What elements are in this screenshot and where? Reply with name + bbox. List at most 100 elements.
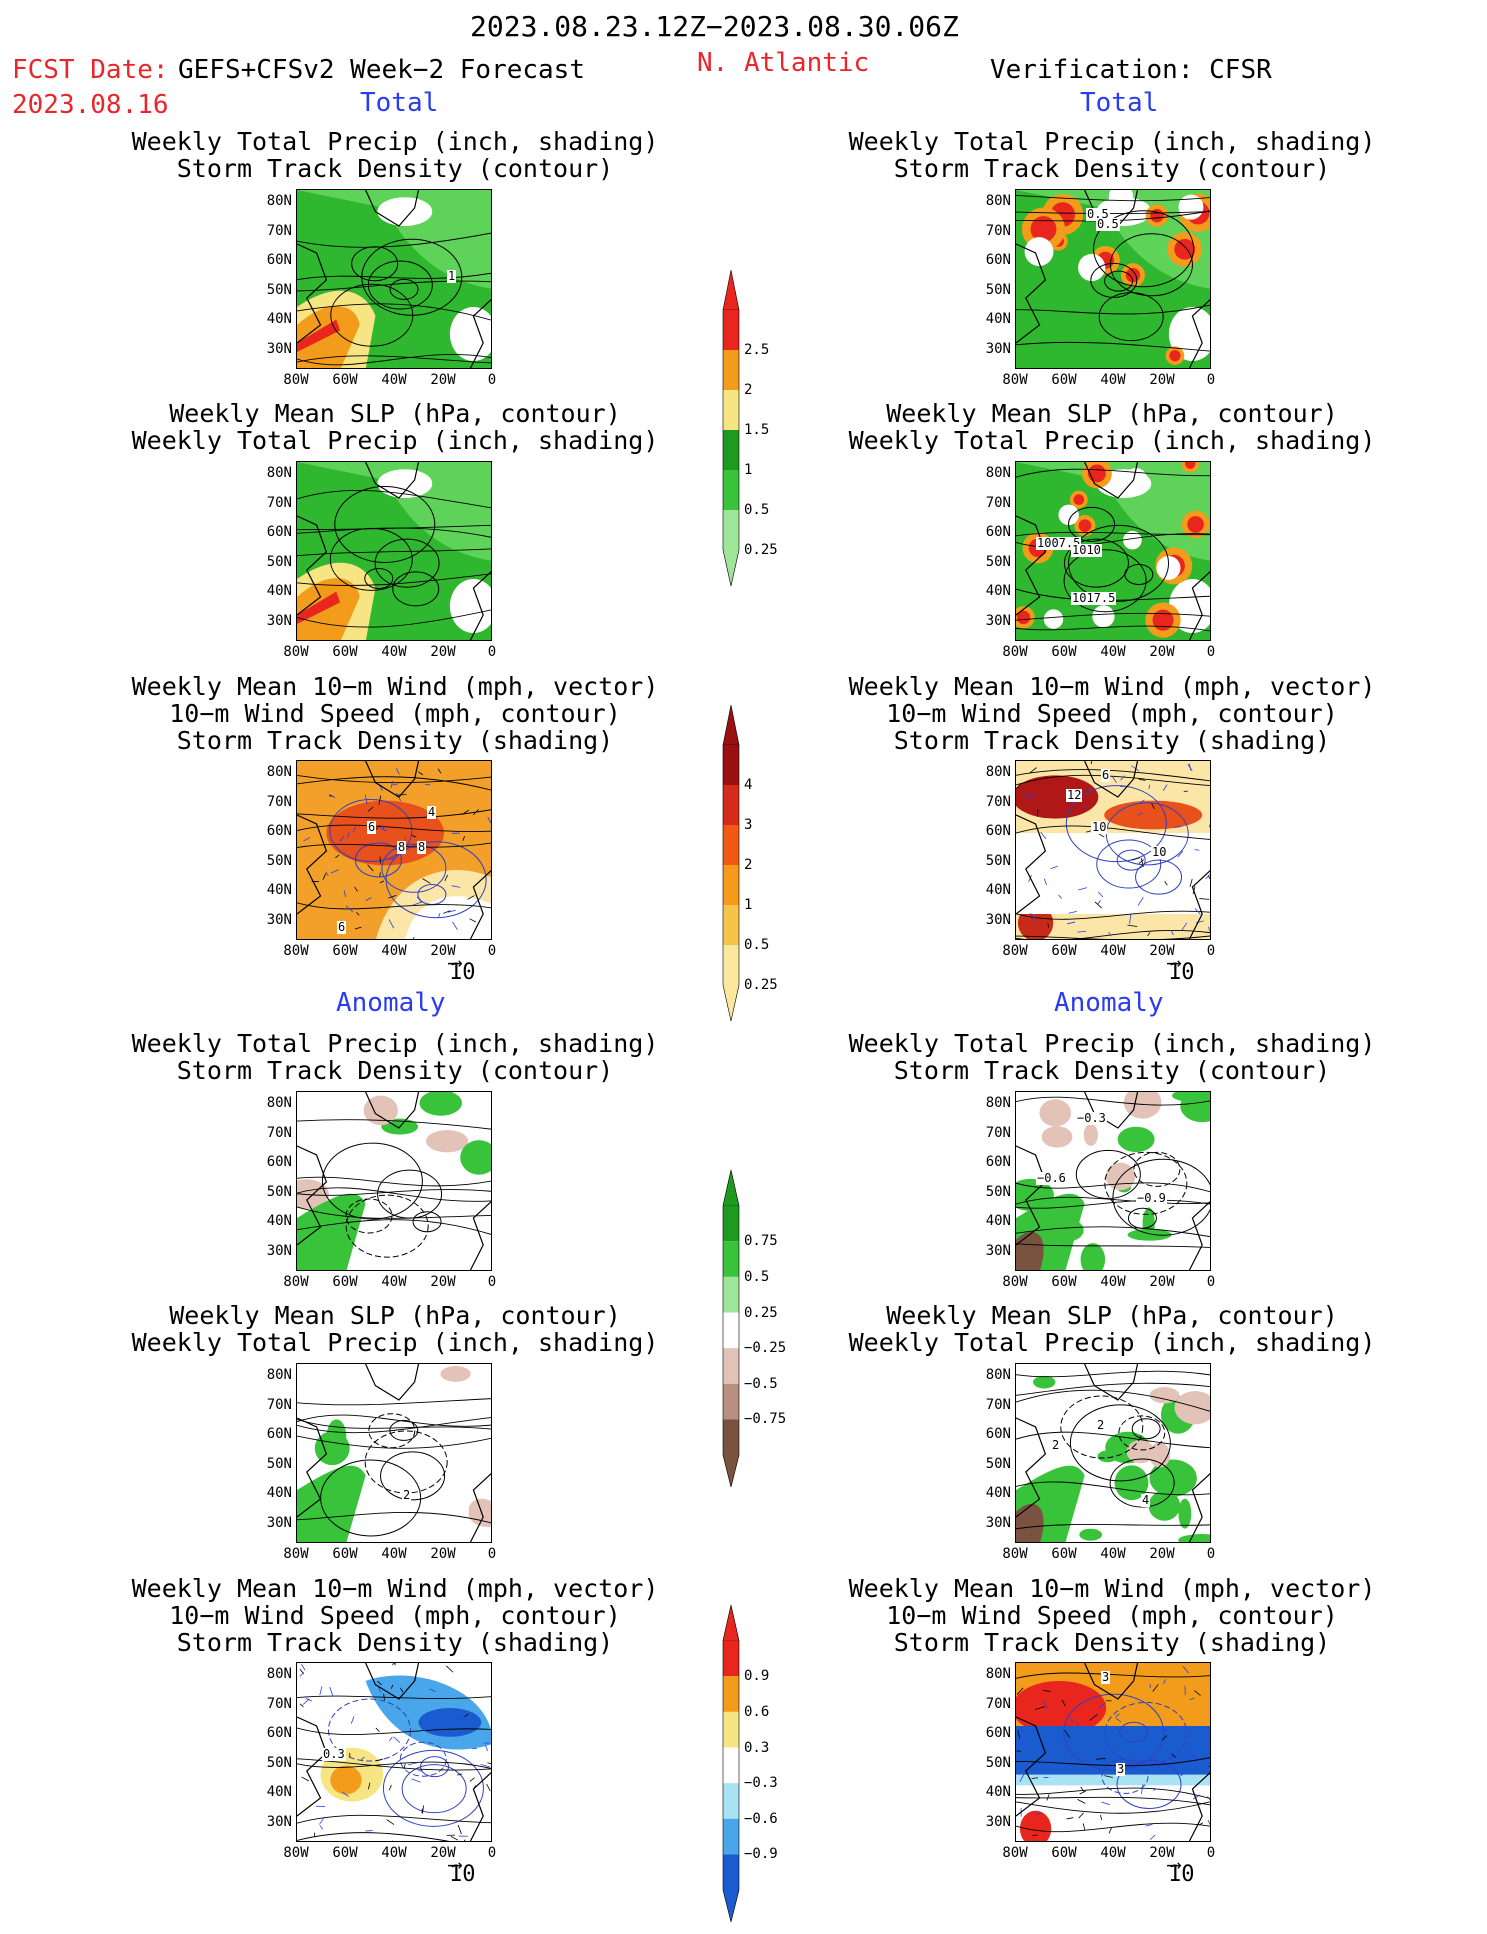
lon-label: 60W xyxy=(1044,1845,1084,1861)
panel-title-line: 10−m Wind Speed (mph, contour) xyxy=(812,700,1412,727)
lat-label: 30N xyxy=(248,1243,292,1259)
contour-label: 6 xyxy=(1101,769,1110,782)
colorbar-label: 2 xyxy=(744,382,752,398)
section-total-right: Total xyxy=(1080,88,1158,118)
contour-label: 4 xyxy=(427,806,436,819)
lat-label: 70N xyxy=(248,495,292,511)
lon-label: 0 xyxy=(472,1845,512,1861)
lat-label: 70N xyxy=(967,1696,1011,1712)
lat-label: 50N xyxy=(248,1184,292,1200)
panel-title-line: Storm Track Density (contour) xyxy=(95,1057,695,1084)
panel-title-line: Storm Track Density (shading) xyxy=(812,1629,1412,1656)
lat-label: 60N xyxy=(967,823,1011,839)
colorbar-label: 1 xyxy=(744,462,752,478)
panel-title-line: Storm Track Density (contour) xyxy=(95,155,695,182)
contour-label: 3 xyxy=(1116,1763,1125,1776)
colorbar-label: 3 xyxy=(744,817,752,833)
lon-label: 0 xyxy=(1191,1546,1231,1562)
lat-label: 80N xyxy=(967,1666,1011,1682)
lon-label: 40W xyxy=(374,1274,414,1290)
lat-label: 70N xyxy=(248,794,292,810)
lon-label: 40W xyxy=(1093,1546,1133,1562)
panel-title-line: Weekly Total Precip (inch, shading) xyxy=(812,1030,1412,1057)
panel-title-line: Weekly Mean 10−m Wind (mph, vector) xyxy=(95,673,695,700)
lat-label: 60N xyxy=(967,1426,1011,1442)
lon-label: 40W xyxy=(374,644,414,660)
lon-label: 80W xyxy=(995,644,1035,660)
lon-label: 0 xyxy=(1191,372,1231,388)
panel-title-line: Storm Track Density (shading) xyxy=(95,727,695,754)
lon-label: 20W xyxy=(1142,1546,1182,1562)
colorbar-label: 1 xyxy=(744,897,752,913)
lon-label: 20W xyxy=(423,1274,463,1290)
colorbar-label: 0.5 xyxy=(744,937,769,953)
lon-label: 0 xyxy=(1191,1274,1231,1290)
lat-label: 30N xyxy=(248,1515,292,1531)
lat-label: 60N xyxy=(967,524,1011,540)
lon-label: 80W xyxy=(995,943,1035,959)
lat-label: 50N xyxy=(248,1456,292,1472)
colorbar-label: 0.25 xyxy=(744,542,778,558)
contour-label: 1010 xyxy=(1071,544,1102,557)
lat-label: 40N xyxy=(967,311,1011,327)
lon-label: 20W xyxy=(423,1546,463,1562)
arrow-right-icon: ⟶ xyxy=(1168,1852,1180,1876)
lat-label: 30N xyxy=(967,912,1011,928)
lon-label: 60W xyxy=(325,1845,365,1861)
period-title: 2023.08.23.12Z−2023.08.30.06Z xyxy=(470,10,959,43)
lon-label: 20W xyxy=(423,644,463,660)
panel-title-fc-3: Weekly Total Precip (inch, shading)Storm… xyxy=(95,1030,695,1084)
panel-title-line: Weekly Total Precip (inch, shading) xyxy=(812,427,1412,454)
contour-label: −0.3 xyxy=(1076,1112,1107,1125)
lon-label: 0 xyxy=(472,1274,512,1290)
colorbar-label: 0.9 xyxy=(744,1668,769,1684)
colorbar-label: 0.25 xyxy=(744,1305,778,1321)
lon-label: 40W xyxy=(1093,372,1133,388)
lon-label: 80W xyxy=(995,1546,1035,1562)
panel-title-cf-5: Weekly Mean 10−m Wind (mph, vector)10−m … xyxy=(812,1575,1412,1656)
lat-label: 50N xyxy=(967,1456,1011,1472)
panel-title-line: Weekly Total Precip (inch, shading) xyxy=(95,128,695,155)
arrow-right-icon: ⟶ xyxy=(449,1852,461,1876)
lat-label: 40N xyxy=(967,882,1011,898)
lon-label: 60W xyxy=(325,1546,365,1562)
lat-label: 30N xyxy=(967,1814,1011,1830)
lat-label: 50N xyxy=(967,1755,1011,1771)
lat-label: 60N xyxy=(248,1426,292,1442)
panel-title-line: Weekly Total Precip (inch, shading) xyxy=(812,1329,1412,1356)
fcst-date: 2023.08.16 xyxy=(12,90,169,120)
fcst-date-label: FCST Date: xyxy=(12,55,169,85)
contour-label: 8 xyxy=(417,841,426,854)
colorbar-label: 2.5 xyxy=(744,342,769,358)
lon-label: 40W xyxy=(374,372,414,388)
contour-label: 0.3 xyxy=(322,1748,346,1761)
panel-title-cf-1: Weekly Mean SLP (hPa, contour)Weekly Tot… xyxy=(812,400,1412,454)
arrow-right-icon: ⟶ xyxy=(1168,950,1180,974)
lon-label: 80W xyxy=(276,644,316,660)
contour-label: 2 xyxy=(1051,1439,1060,1452)
lat-label: 30N xyxy=(248,912,292,928)
lat-label: 80N xyxy=(967,193,1011,209)
lat-label: 60N xyxy=(248,524,292,540)
verification-label: Verification: CFSR xyxy=(990,55,1272,85)
lat-label: 50N xyxy=(248,853,292,869)
lon-label: 60W xyxy=(325,372,365,388)
lat-label: 30N xyxy=(248,1814,292,1830)
lat-label: 60N xyxy=(248,1154,292,1170)
lat-label: 40N xyxy=(248,1213,292,1229)
lat-label: 80N xyxy=(248,465,292,481)
panel-title-fc-2: Weekly Mean 10−m Wind (mph, vector)10−m … xyxy=(95,673,695,754)
colorbar-label: −0.5 xyxy=(744,1376,778,1392)
lat-label: 70N xyxy=(967,794,1011,810)
lon-label: 80W xyxy=(995,372,1035,388)
panel-title-line: 10−m Wind Speed (mph, contour) xyxy=(95,1602,695,1629)
lat-label: 80N xyxy=(248,193,292,209)
vector-scale-arrow: ⟶10 xyxy=(1168,960,1195,985)
lon-label: 80W xyxy=(276,1845,316,1861)
fcst-model: GEFS+CFSv2 Week−2 Forecast xyxy=(178,55,585,85)
map-fc-slp-anom: 2 xyxy=(296,1363,492,1543)
